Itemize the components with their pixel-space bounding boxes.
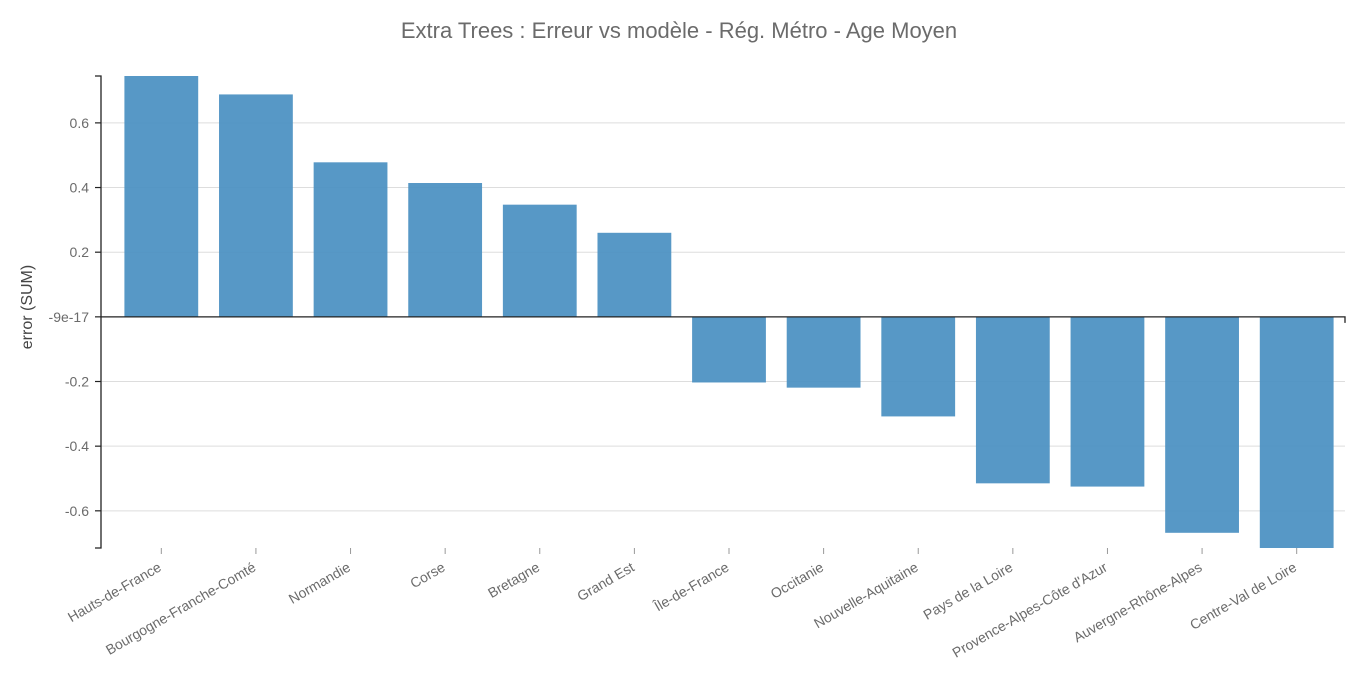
- y-axis-label: error (SUM): [19, 265, 36, 349]
- x-tick-label: Pays de la Loire: [920, 559, 1015, 623]
- y-ticks: -0.6 -0.4 -0.2 -9e-17 0.2 0.4 0.6: [49, 115, 101, 519]
- axes: [95, 75, 1346, 549]
- zero-line: [101, 316, 1346, 323]
- x-tick-label: Île-de-France: [651, 559, 732, 615]
- x-tick-label: Provence-Alpes-Côte d'Azur: [949, 559, 1110, 661]
- bar-3[interactable]: [408, 183, 483, 317]
- y-tick-label: -0.2: [65, 374, 89, 390]
- x-tick-label: Normandie: [286, 559, 353, 607]
- bar-11[interactable]: [1165, 316, 1239, 533]
- bar-2[interactable]: [313, 162, 388, 317]
- bar-4[interactable]: [502, 204, 577, 317]
- x-tick-label: Corse: [407, 559, 448, 592]
- chart-title: Extra Trees : Erreur vs modèle - Rég. Mé…: [401, 18, 957, 43]
- x-tick-label: Occitanie: [768, 559, 827, 602]
- y-tick-label: -0.4: [65, 438, 89, 454]
- x-tick-label: Bretagne: [485, 559, 542, 601]
- y-tick-label: 0.6: [70, 115, 90, 131]
- x-tick-label: Grand Est: [574, 559, 637, 604]
- y-tick-label: -0.6: [65, 503, 89, 519]
- bar-12[interactable]: [1259, 316, 1334, 548]
- y-axis-line: [95, 75, 102, 549]
- x-tick-label: Centre-Val de Loire: [1187, 559, 1299, 633]
- bar-1[interactable]: [219, 94, 293, 317]
- bar-7[interactable]: [786, 316, 861, 388]
- bar-8[interactable]: [881, 316, 956, 417]
- y-tick-label: 0.4: [70, 180, 90, 196]
- bars: [124, 76, 1334, 548]
- bar-5[interactable]: [597, 232, 672, 317]
- bar-10[interactable]: [1070, 316, 1145, 487]
- x-tick-label: Hauts-de-France: [65, 559, 164, 625]
- bar-0[interactable]: [124, 76, 199, 317]
- bar-6[interactable]: [692, 316, 766, 383]
- y-tick-label: 0.2: [70, 244, 90, 260]
- y-tick-label: -9e-17: [49, 309, 90, 325]
- bar-9[interactable]: [975, 316, 1050, 484]
- x-tick-label: Bourgogne-Franche-Comté: [103, 559, 259, 658]
- x-tick-label: Nouvelle-Aquitaine: [811, 559, 921, 632]
